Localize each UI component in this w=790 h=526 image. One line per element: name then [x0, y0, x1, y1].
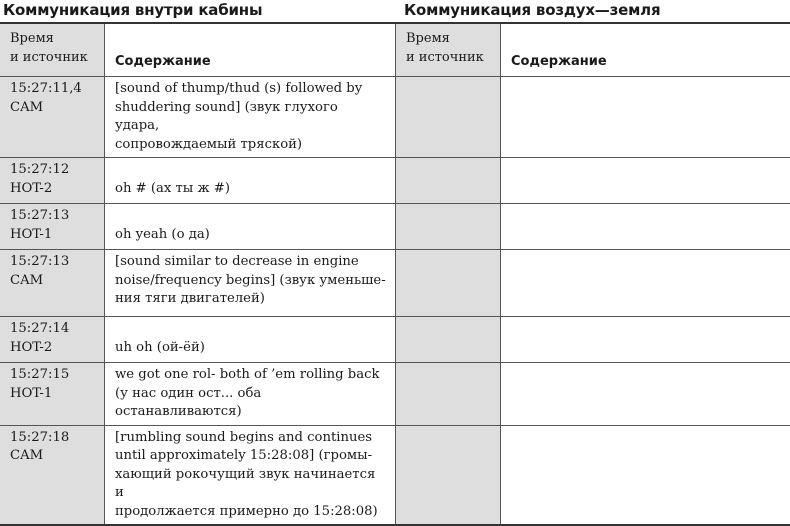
air-ground-content-cell — [501, 317, 790, 363]
air-ground-content-cell — [501, 363, 790, 426]
air-ground-time-cell — [396, 204, 501, 250]
header-row: Время и источник Содержание Время и исто… — [0, 23, 790, 77]
content-cell: [sound of thump/thud (s) followed by shu… — [105, 77, 396, 158]
time-cell: 15:27:12 HOT-2 — [0, 158, 105, 204]
air-ground-content-cell — [501, 250, 790, 317]
content-cell: uh oh (ой-ёй) — [105, 317, 396, 363]
header-time-source-2: Время и источник — [396, 23, 501, 77]
time-cell: 15:27:13 HOT-1 — [0, 204, 105, 250]
header-time-source: Время и источник — [0, 23, 105, 77]
air-ground-content-cell — [501, 77, 790, 158]
content-cell: oh # (ах ты ж #) — [105, 158, 396, 204]
content-cell: we got one rol- both of ’em rolling back… — [105, 363, 396, 426]
header-content: Содержание — [105, 23, 396, 77]
time-cell: 15:27:13 CAM — [0, 250, 105, 317]
transcript-table: Время и источник Содержание Время и исто… — [0, 22, 790, 526]
air-ground-time-cell — [396, 77, 501, 158]
air-ground-section-title: Коммуникация воздух—земля — [404, 1, 660, 19]
table-row: 15:27:11,4 CAM [sound of thump/thud (s) … — [0, 77, 790, 158]
air-ground-content-cell — [501, 425, 790, 525]
content-cell: oh yeah (о да) — [105, 204, 396, 250]
air-ground-time-cell — [396, 250, 501, 317]
air-ground-content-cell — [501, 158, 790, 204]
table-row: 15:27:12 HOT-2 oh # (ах ты ж #) — [0, 158, 790, 204]
air-ground-time-cell — [396, 363, 501, 426]
air-ground-time-cell — [396, 158, 501, 204]
table-row: 15:27:18 CAM [rumbling sound begins and … — [0, 425, 790, 525]
air-ground-content-cell — [501, 204, 790, 250]
table-row: 15:27:13 CAM [sound similar to decrease … — [0, 250, 790, 317]
header-content-2: Содержание — [501, 23, 790, 77]
time-cell: 15:27:18 CAM — [0, 425, 105, 525]
time-cell: 15:27:14 HOT-2 — [0, 317, 105, 363]
table-row: 15:27:15 HOT-1 we got one rol- both of ’… — [0, 363, 790, 426]
air-ground-time-cell — [396, 317, 501, 363]
table-row: 15:27:14 HOT-2 uh oh (ой-ёй) — [0, 317, 790, 363]
content-cell: [sound similar to decrease in engine noi… — [105, 250, 396, 317]
content-cell: [rumbling sound begins and continues unt… — [105, 425, 396, 525]
table-row: 15:27:13 HOT-1 oh yeah (о да) — [0, 204, 790, 250]
time-cell: 15:27:11,4 CAM — [0, 77, 105, 158]
time-cell: 15:27:15 HOT-1 — [0, 363, 105, 426]
cabin-section-title: Коммуникация внутри кабины — [3, 1, 262, 19]
air-ground-time-cell — [396, 425, 501, 525]
